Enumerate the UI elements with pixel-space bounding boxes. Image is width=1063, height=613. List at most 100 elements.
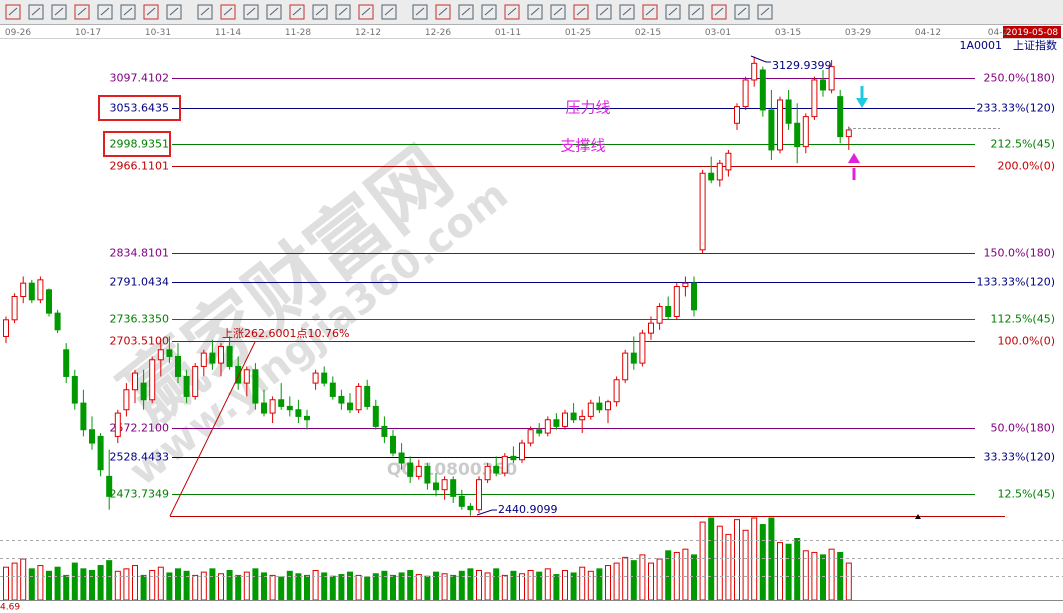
toolbar-icon bbox=[220, 4, 236, 20]
volume-bar bbox=[312, 569, 319, 601]
date-label: 12-26 bbox=[425, 28, 451, 38]
toolbar-icon bbox=[312, 4, 328, 20]
toolbar-icon-glyph bbox=[100, 7, 110, 16]
candle-body bbox=[699, 172, 706, 251]
candle-body bbox=[648, 322, 654, 334]
toolbar-icon-glyph bbox=[645, 7, 655, 16]
candle-body bbox=[407, 462, 414, 477]
volume-bar bbox=[656, 558, 663, 601]
level-price: 2791.0434 bbox=[110, 276, 170, 289]
candle-body bbox=[613, 379, 620, 403]
candle-body bbox=[837, 96, 844, 138]
level-price: 3097.4102 bbox=[110, 72, 170, 85]
toolbar-icon-glyph bbox=[169, 7, 179, 16]
candle-body bbox=[192, 365, 199, 397]
candle-body bbox=[46, 289, 52, 314]
date-label: 02-15 bbox=[635, 28, 661, 38]
candle-body bbox=[759, 69, 766, 111]
toolbar-icon bbox=[458, 4, 474, 20]
volume-bar bbox=[364, 576, 371, 601]
toolbar-icon bbox=[120, 4, 136, 20]
level-price: 2834.8101 bbox=[110, 247, 170, 260]
level-ratio: 33.33%(120) bbox=[983, 451, 1055, 464]
toolbar-icon bbox=[596, 4, 612, 20]
stock-name: 上证指数 bbox=[1013, 38, 1057, 52]
toolbar-icon-glyph bbox=[668, 7, 678, 16]
candle-body bbox=[519, 442, 525, 461]
date-label: 10-17 bbox=[75, 28, 101, 38]
volume-bar bbox=[794, 538, 801, 601]
volume-bar bbox=[71, 562, 78, 601]
volume-bar bbox=[381, 570, 388, 601]
toolbar-icon-glyph bbox=[691, 7, 701, 16]
toolbar-icon bbox=[5, 4, 21, 20]
candle-body bbox=[562, 412, 568, 427]
volume-bar bbox=[519, 573, 525, 601]
candle-body bbox=[80, 402, 87, 431]
volume-bar bbox=[269, 574, 276, 601]
toolbar-icon bbox=[166, 4, 182, 20]
volume-bar bbox=[605, 565, 611, 601]
candle-body bbox=[458, 495, 465, 507]
candle-body bbox=[37, 279, 44, 301]
toolbar-icon bbox=[665, 4, 681, 20]
toolbar-icon bbox=[688, 4, 704, 20]
toolbar-icon bbox=[74, 4, 90, 20]
volume-bar bbox=[132, 565, 138, 601]
date-label: 01-25 bbox=[565, 28, 591, 38]
volume-bar bbox=[295, 573, 302, 601]
levels: 3097.4102 250.0%(180) 3053.6435 233.33%(120… bbox=[110, 72, 1056, 501]
toolbar-icon bbox=[381, 4, 397, 20]
toolbar-icon bbox=[550, 4, 566, 20]
level-price: 2473.7349 bbox=[110, 488, 170, 501]
candle-body bbox=[777, 99, 783, 151]
candle-body bbox=[54, 312, 61, 331]
candle-body bbox=[734, 106, 740, 124]
volume-bar bbox=[278, 576, 285, 601]
candle-body bbox=[811, 79, 818, 118]
volume-bar bbox=[450, 574, 457, 601]
volume-bar bbox=[510, 570, 517, 601]
volume-bar bbox=[63, 574, 70, 601]
candle-body bbox=[682, 282, 689, 287]
candle-body bbox=[802, 116, 809, 148]
volume-bar bbox=[553, 574, 560, 601]
candle-body bbox=[845, 129, 852, 138]
level-price: 2528.4433 bbox=[110, 451, 170, 464]
toolbar-icon-glyph bbox=[760, 7, 770, 16]
candle-body bbox=[768, 109, 775, 151]
corner-value: 4.69 bbox=[0, 603, 20, 613]
toolbar-icon bbox=[28, 4, 44, 20]
candle-body bbox=[527, 429, 534, 444]
candle-body bbox=[484, 465, 491, 481]
level-ratio: 200.0%(0) bbox=[997, 160, 1055, 173]
level-price: 3053.6435 bbox=[110, 102, 170, 115]
current-date-box bbox=[1003, 26, 1061, 38]
level-ratio: 133.33%(120) bbox=[976, 276, 1055, 289]
candle-body bbox=[794, 122, 801, 148]
candle-body bbox=[441, 479, 448, 491]
candle-body bbox=[209, 352, 216, 364]
candle-body bbox=[785, 99, 792, 124]
candle-body bbox=[218, 345, 224, 364]
candle-body bbox=[278, 399, 285, 407]
toolbar-icon bbox=[619, 4, 635, 20]
candle-body bbox=[97, 435, 104, 471]
level-price: 2703.5100 bbox=[110, 335, 170, 348]
candle-body bbox=[725, 152, 732, 171]
toolbar-icon bbox=[435, 4, 451, 20]
toolbar-icon-glyph bbox=[123, 7, 133, 16]
volume-bar bbox=[226, 569, 233, 601]
toolbar-icon-glyph bbox=[461, 7, 471, 16]
volume-bar bbox=[699, 521, 706, 601]
volume-bar bbox=[252, 568, 259, 601]
toolbar-icon-glyph bbox=[484, 7, 494, 16]
volume-bar bbox=[441, 573, 448, 601]
down-arrow bbox=[856, 86, 868, 108]
volume-bar bbox=[716, 525, 723, 601]
level-ratio: 212.5%(45) bbox=[990, 138, 1055, 151]
toolbar-icon bbox=[289, 4, 305, 20]
volume-bar bbox=[476, 569, 482, 601]
candle-body bbox=[114, 412, 121, 437]
